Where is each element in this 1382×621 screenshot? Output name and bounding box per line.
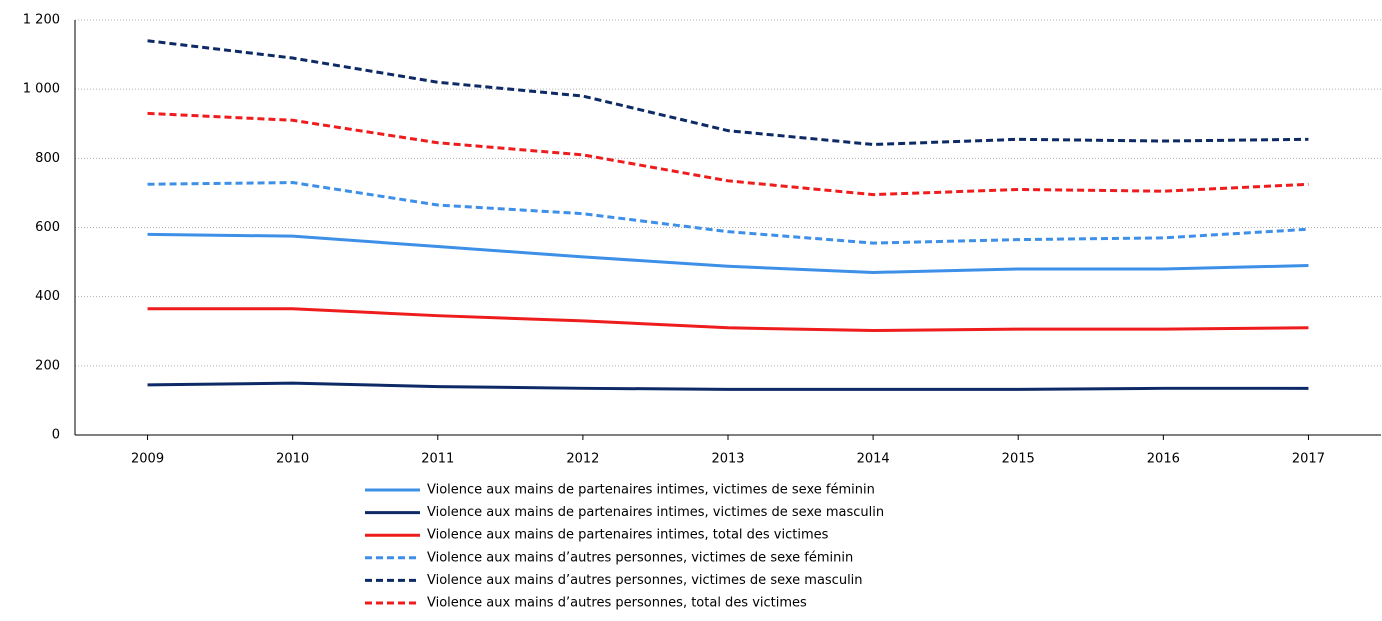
x-tick-label: 2014 xyxy=(857,452,890,467)
x-tick-label: 2012 xyxy=(566,452,599,467)
legend-label: Violence aux mains de partenaires intime… xyxy=(427,505,884,520)
x-tick-label: 2015 xyxy=(1002,452,1035,467)
x-tick-label: 2017 xyxy=(1292,452,1325,467)
series-line xyxy=(147,381,1309,391)
y-tick-label: 200 xyxy=(35,358,60,373)
y-tick-label: 800 xyxy=(35,151,60,166)
y-tick-label: 1 000 xyxy=(23,82,60,97)
series-line xyxy=(147,111,1309,197)
x-tick-label: 2016 xyxy=(1147,452,1180,467)
y-tick-label: 0 xyxy=(52,428,60,443)
series-line xyxy=(147,232,1309,274)
legend-label: Violence aux mains d’autres personnes, v… xyxy=(427,573,863,588)
series-line xyxy=(147,307,1309,333)
legend-label: Violence aux mains d’autres personnes, t… xyxy=(427,596,807,611)
legend-label: Violence aux mains de partenaires intime… xyxy=(427,528,829,543)
x-tick-label: 2009 xyxy=(131,452,164,467)
y-tick-label: 1 200 xyxy=(23,13,60,28)
y-tick-label: 600 xyxy=(35,220,60,235)
y-tick-label: 400 xyxy=(35,289,60,304)
x-tick-label: 2013 xyxy=(711,452,744,467)
legend-label: Violence aux mains d’autres personnes, v… xyxy=(427,550,853,565)
x-tick-label: 2010 xyxy=(276,452,309,467)
legend-label: Violence aux mains de partenaires intime… xyxy=(427,483,875,498)
series-line xyxy=(147,181,1309,245)
x-tick-label: 2011 xyxy=(421,452,454,467)
series-line xyxy=(147,39,1309,147)
